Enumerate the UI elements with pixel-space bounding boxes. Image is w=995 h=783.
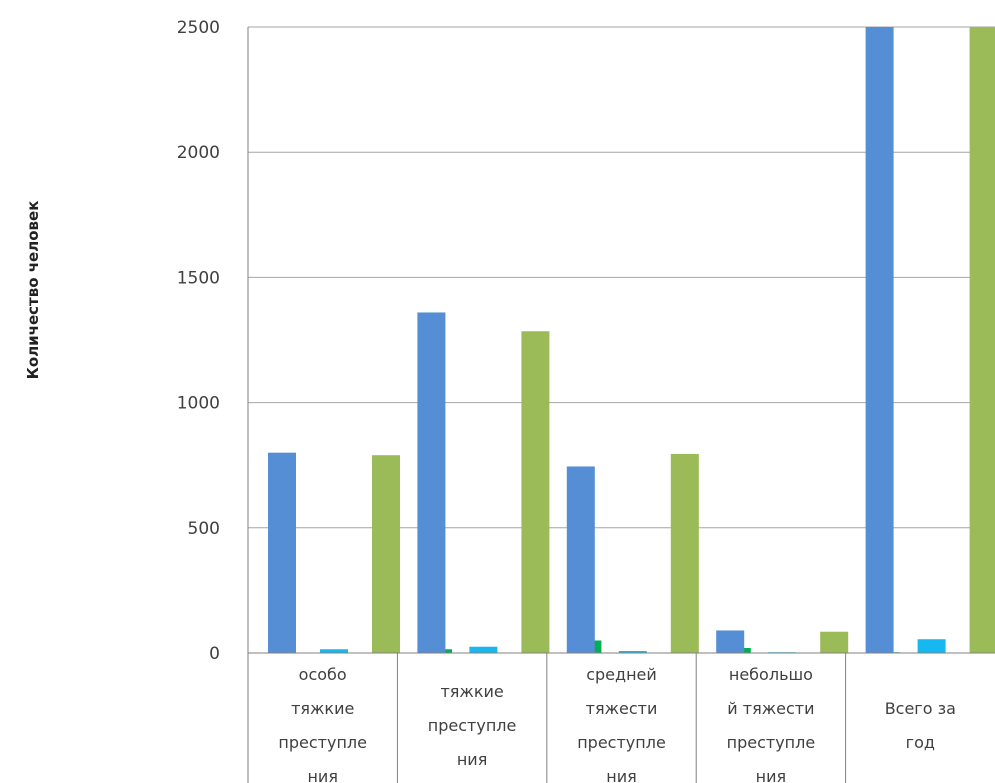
x-category-label-line: преступле xyxy=(727,733,816,752)
bar xyxy=(969,27,995,653)
x-category-label-line: ния xyxy=(606,767,636,783)
x-category-label-line: тяжкие xyxy=(440,682,503,701)
x-category-label-line: год xyxy=(906,733,935,752)
bar xyxy=(417,312,446,653)
x-category-label: небольшо й тяжести преступле ния xyxy=(727,665,816,783)
x-category-label-line: преступле xyxy=(577,733,666,752)
bars xyxy=(268,27,995,653)
x-category-label-line: ния xyxy=(756,767,786,783)
x-category-label-line: тяжкие xyxy=(291,699,354,718)
x-category-label-line: особо xyxy=(299,665,347,684)
x-axis-categories: особо тяжкие преступле ния тяжкие преступле ни… xyxy=(278,665,955,783)
y-axis-ticks: 0 500 1000 1500 2000 2500 xyxy=(177,18,220,664)
bar xyxy=(320,649,348,653)
bar xyxy=(618,650,647,653)
bar xyxy=(917,639,946,653)
y-tick-label: 1500 xyxy=(177,268,220,288)
y-tick-label: 2000 xyxy=(177,143,220,163)
x-category-label: средней тяжести преступле ния xyxy=(577,665,666,783)
bar xyxy=(716,630,745,653)
x-category-label-line: небольшо xyxy=(729,665,813,684)
x-category-label: тяжкие преступле ния xyxy=(428,682,517,769)
x-category-label-line: й тяжести xyxy=(727,699,814,718)
bar xyxy=(865,27,894,653)
bar xyxy=(820,631,849,653)
x-category-label: Всего за год xyxy=(885,699,956,752)
x-category-label-line: преступле xyxy=(278,733,367,752)
y-axis-label: Количество человек xyxy=(24,201,42,380)
y-tick-label: 1000 xyxy=(177,394,220,414)
x-category-label-line: преступле xyxy=(428,716,517,735)
x-category-label-line: средней xyxy=(586,665,657,684)
bar xyxy=(670,453,699,653)
bar xyxy=(372,455,400,653)
x-axis xyxy=(247,27,995,783)
bar xyxy=(469,646,498,653)
bar xyxy=(566,466,595,653)
bar xyxy=(521,331,550,653)
y-tick-label: 500 xyxy=(188,519,220,539)
x-category-label-line: тяжести xyxy=(586,699,658,718)
x-category-label: особо тяжкие преступле ния xyxy=(278,665,367,783)
bar xyxy=(268,452,296,653)
y-tick-label: 2500 xyxy=(177,18,220,38)
x-category-label-line: ния xyxy=(457,750,487,769)
y-tick-label: 0 xyxy=(209,644,220,664)
x-category-label-line: ния xyxy=(307,767,337,783)
x-category-label-line: Всего за xyxy=(885,699,956,718)
